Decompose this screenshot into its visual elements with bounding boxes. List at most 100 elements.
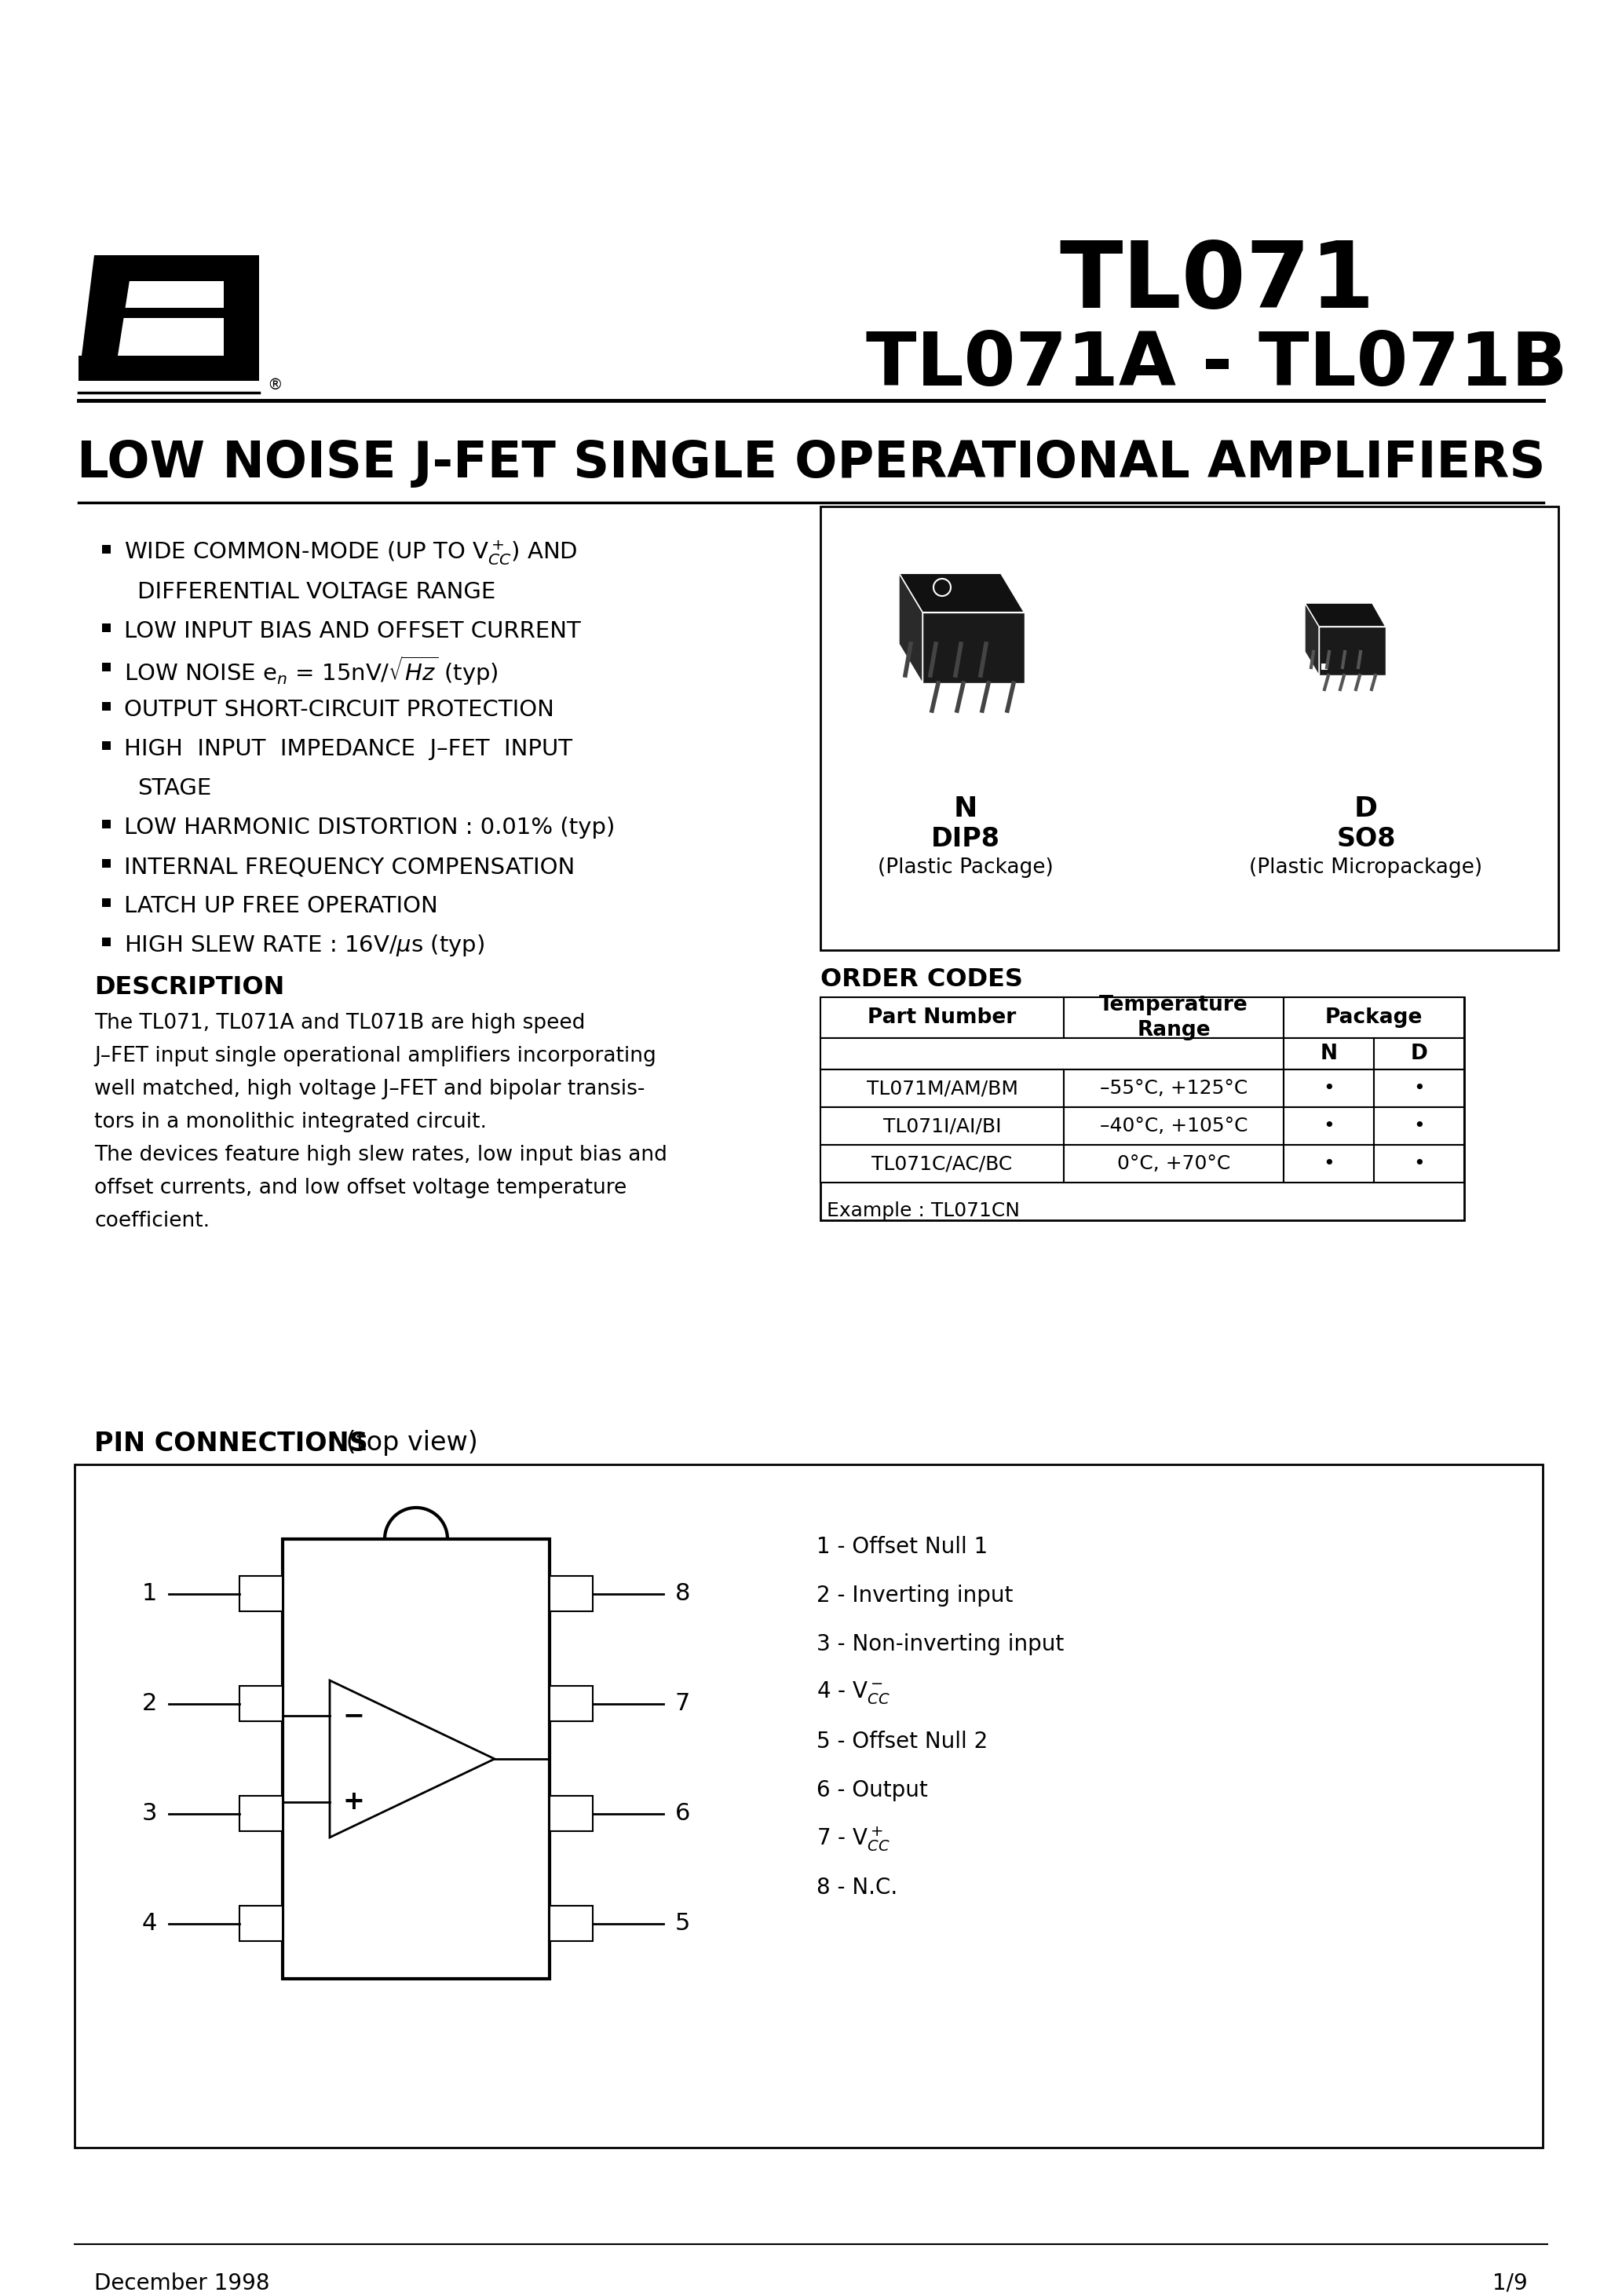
Text: (Plastic Package): (Plastic Package) [878,856,1054,877]
Bar [821,1146,1064,1182]
Text: SO8: SO8 [1337,827,1395,852]
Bar [102,859,110,868]
Bar [821,996,1465,1219]
Polygon shape [135,282,222,310]
Text: tors in a monolithic integrated circuit.: tors in a monolithic integrated circuit. [94,1111,487,1132]
Bar [1374,1146,1465,1182]
Bar [75,1465,1543,2147]
Polygon shape [923,613,1025,684]
Text: 8 - N.C.: 8 - N.C. [816,1876,897,1899]
Text: –40°C, +105°C: –40°C, +105°C [1100,1116,1247,1137]
Polygon shape [78,356,260,381]
Bar [821,996,1064,1038]
Polygon shape [135,315,222,342]
Bar [1064,1070,1283,1107]
Text: DIFFERENTIAL VOLTAGE RANGE: DIFFERENTIAL VOLTAGE RANGE [138,581,496,604]
Text: 2 - Inverting input: 2 - Inverting input [816,1584,1014,1607]
Bar [240,1906,282,1940]
Polygon shape [114,308,224,319]
Text: 1 - Offset Null 1: 1 - Offset Null 1 [816,1536,988,1559]
Bar [102,937,110,946]
Text: PIN CONNECTIONS: PIN CONNECTIONS [94,1430,368,1456]
Text: (top view): (top view) [337,1430,478,1456]
Text: −: − [342,1704,365,1729]
Bar [102,820,110,829]
Bar [821,1070,1064,1107]
Polygon shape [1319,627,1385,675]
Bar [1374,1038,1465,1070]
Text: LATCH UP FREE OPERATION: LATCH UP FREE OPERATION [123,895,438,916]
Bar [1374,1107,1465,1146]
Bar [102,625,110,631]
Text: 7: 7 [675,1692,691,1715]
Text: Package: Package [1325,1008,1422,1029]
Text: 3: 3 [141,1802,157,1825]
Bar [1322,664,1327,670]
Text: •: • [1413,1155,1424,1173]
Text: TL071A - TL071B: TL071A - TL071B [866,328,1568,402]
Text: Part Number: Part Number [868,1008,1017,1029]
Bar [821,1038,1283,1070]
Text: •: • [1324,1079,1335,1097]
Bar [102,898,110,907]
Text: DESCRIPTION: DESCRIPTION [94,976,284,1001]
Bar [821,507,1559,951]
Text: December 1998: December 1998 [94,2273,269,2294]
Polygon shape [1304,604,1319,675]
Text: 6 - Output: 6 - Output [816,1779,928,1802]
Text: offset currents, and low offset voltage temperature: offset currents, and low offset voltage … [94,1178,626,1199]
Bar [1064,996,1283,1038]
Polygon shape [78,255,133,381]
Bar [1283,1146,1374,1182]
Text: N: N [1320,1045,1338,1063]
Bar [102,742,110,751]
Text: •: • [1413,1079,1424,1097]
Bar [1064,1146,1283,1182]
Text: WIDE COMMON-MODE (UP TO V$_{CC}^+$) AND: WIDE COMMON-MODE (UP TO V$_{CC}^+$) AND [123,540,577,567]
Text: HIGH SLEW RATE : 16V/$\mu$s (typ): HIGH SLEW RATE : 16V/$\mu$s (typ) [123,932,485,957]
Text: 1: 1 [141,1582,157,1605]
Text: 3 - Non-inverting input: 3 - Non-inverting input [816,1632,1064,1655]
Bar [550,1685,592,1722]
Text: DIP8: DIP8 [931,827,1001,852]
Text: •: • [1324,1155,1335,1173]
Polygon shape [329,1681,495,1837]
Bar [102,544,110,553]
Bar [1283,1070,1374,1107]
Text: 1/9: 1/9 [1492,2273,1528,2294]
Text: The devices feature high slew rates, low input bias and: The devices feature high slew rates, low… [94,1146,667,1166]
Text: well matched, high voltage J–FET and bipolar transis-: well matched, high voltage J–FET and bip… [94,1079,646,1100]
Bar [1283,996,1465,1038]
Text: J–FET input single operational amplifiers incorporating: J–FET input single operational amplifier… [94,1047,657,1065]
Text: TL071M/AM/BM: TL071M/AM/BM [866,1079,1019,1097]
Text: LOW NOISE J-FET SINGLE OPERATIONAL AMPLIFIERS: LOW NOISE J-FET SINGLE OPERATIONAL AMPLI… [76,439,1546,487]
Bar [1064,1107,1283,1146]
Text: 5: 5 [675,1913,691,1936]
Bar [1283,1107,1374,1146]
Bar [102,703,110,712]
Bar [240,1685,282,1722]
Bar [282,1538,550,1979]
Text: OUTPUT SHORT-CIRCUIT PROTECTION: OUTPUT SHORT-CIRCUIT PROTECTION [123,698,555,721]
Polygon shape [94,255,260,280]
Text: (Plastic Micropackage): (Plastic Micropackage) [1249,856,1483,877]
Text: 7 - V$_{CC}^+$: 7 - V$_{CC}^+$ [816,1825,890,1853]
Text: •: • [1324,1116,1335,1137]
Text: HIGH  INPUT  IMPEDANCE  J–FET  INPUT: HIGH INPUT IMPEDANCE J–FET INPUT [123,737,573,760]
Polygon shape [899,574,923,684]
Text: 0°C, +70°C: 0°C, +70°C [1118,1155,1231,1173]
Text: ®: ® [268,377,282,393]
Text: 4 - V$_{CC}^-$: 4 - V$_{CC}^-$ [816,1681,890,1706]
Polygon shape [224,255,260,381]
Text: The TL071, TL071A and TL071B are high speed: The TL071, TL071A and TL071B are high sp… [94,1013,586,1033]
Bar [550,1906,592,1940]
Bar [1283,1038,1374,1070]
Text: LOW NOISE e$_n$ = 15nV/$\sqrt{Hz}$ (typ): LOW NOISE e$_n$ = 15nV/$\sqrt{Hz}$ (typ) [123,654,498,687]
Text: Example : TL071CN: Example : TL071CN [827,1201,1020,1219]
Text: STAGE: STAGE [138,778,211,799]
Text: •: • [1413,1116,1424,1137]
Text: 8: 8 [675,1582,691,1605]
Text: +: + [342,1789,365,1816]
Text: 6: 6 [675,1802,691,1825]
Text: TL071: TL071 [1059,236,1375,328]
